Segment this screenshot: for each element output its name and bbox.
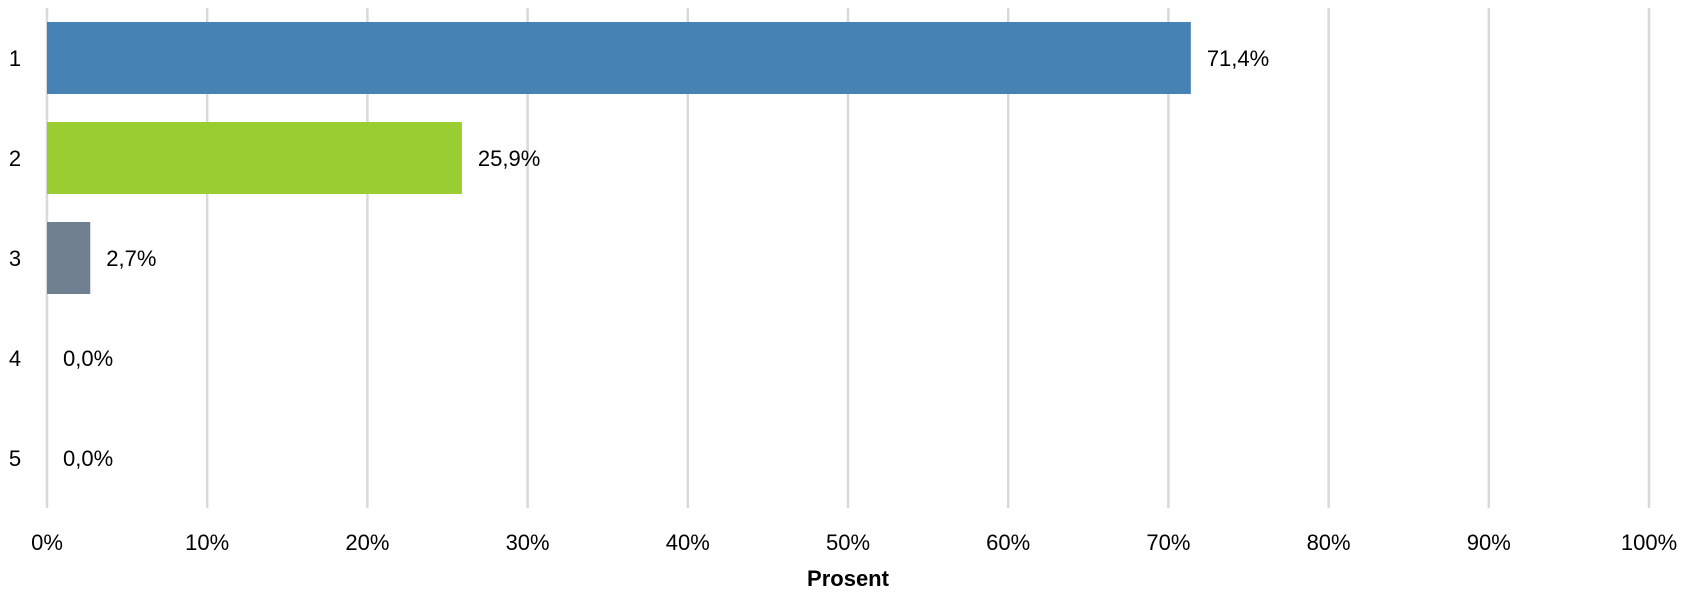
category-label-1: 1 xyxy=(9,46,21,71)
data-labels: 71,4% 25,9% 2,7% 0,0% 0,0% xyxy=(63,46,1269,471)
x-tick-label: 60% xyxy=(986,530,1030,555)
category-label-5: 5 xyxy=(9,446,21,471)
x-tick-label: 70% xyxy=(1146,530,1190,555)
data-label-3: 2,7% xyxy=(106,246,156,271)
x-tick-label: 10% xyxy=(185,530,229,555)
category-labels: 1 2 3 4 5 xyxy=(9,46,21,471)
x-tick-label: 80% xyxy=(1307,530,1351,555)
x-tick-labels: 0% 10% 20% 30% 40% 50% 60% 70% 80% 90% 100% xyxy=(31,530,1677,555)
data-label-4: 0,0% xyxy=(63,346,113,371)
x-tick-label: 20% xyxy=(345,530,389,555)
x-tick-label: 0% xyxy=(31,530,63,555)
x-tick-label: 50% xyxy=(826,530,870,555)
data-label-1: 71,4% xyxy=(1207,46,1269,71)
x-axis-title: Prosent xyxy=(807,566,890,591)
bar-1 xyxy=(47,22,1191,94)
data-label-5: 0,0% xyxy=(63,446,113,471)
x-tick-label: 40% xyxy=(666,530,710,555)
bars xyxy=(47,22,1191,294)
x-tick-label: 30% xyxy=(506,530,550,555)
x-tick-label: 90% xyxy=(1467,530,1511,555)
bar-2 xyxy=(47,122,462,194)
data-label-2: 25,9% xyxy=(478,146,540,171)
x-tick-label: 100% xyxy=(1621,530,1677,555)
category-label-2: 2 xyxy=(9,146,21,171)
category-label-3: 3 xyxy=(9,246,21,271)
bar-3 xyxy=(47,222,91,294)
category-label-4: 4 xyxy=(9,346,21,371)
